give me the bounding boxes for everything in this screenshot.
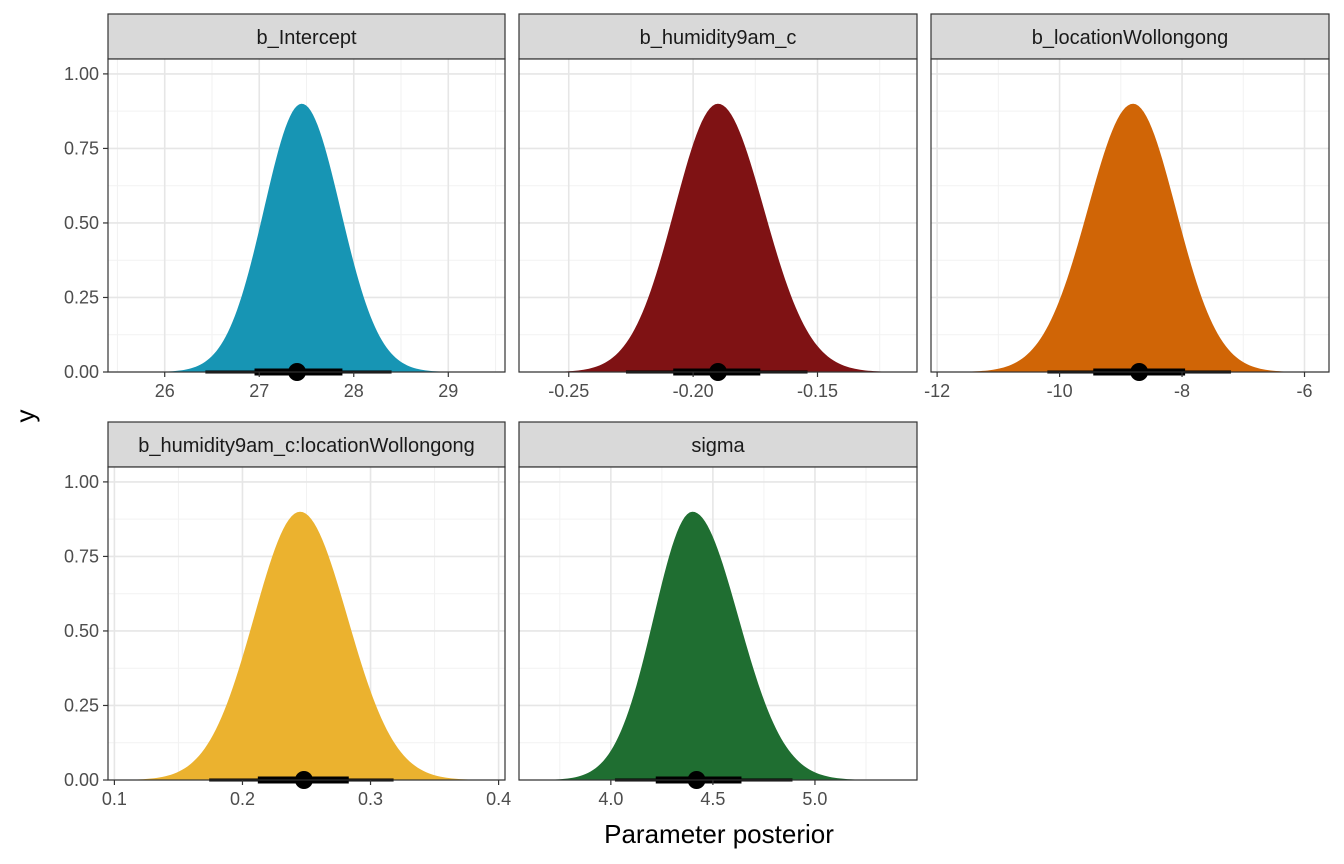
y-tick-label: 0.25 [64, 695, 99, 715]
x-tick-label: 27 [249, 381, 269, 401]
strip-background [107, 421, 506, 468]
density-area [142, 103, 465, 372]
strip-label: b_locationWollongong [1032, 27, 1228, 49]
facet-panel: b_humidity9am_c -0.25 -0.20 -0.15 [518, 13, 918, 401]
strip-label: sigma [691, 435, 745, 457]
x-tick-label: 5.0 [802, 789, 827, 809]
y-tick-label: 0.50 [64, 213, 99, 233]
y-axis-title: y [10, 410, 40, 423]
facet-panel: sigma 4.0 4.5 5.0 [518, 421, 918, 809]
strip-background [518, 421, 918, 468]
y-tick-label: 0.25 [64, 287, 99, 307]
x-axis-title: Parameter posterior [604, 819, 834, 849]
strip-label: b_humidity9am_c [640, 27, 797, 49]
y-tick-label: 0.00 [64, 770, 99, 790]
panel-border [930, 58, 1330, 373]
density-area [942, 103, 1314, 372]
strip-background [107, 13, 506, 60]
x-tick-label: 0.4 [486, 789, 511, 809]
strip-label: b_Intercept [256, 27, 357, 49]
facet-panel: b_Intercept 26 27 28 29 0.00 0.25 0.50 0.75 1.00 [64, 13, 506, 401]
x-tick-label: -12 [924, 381, 950, 401]
density-area [106, 511, 500, 780]
y-tick-label: 0.00 [64, 362, 99, 382]
density-area [535, 103, 912, 372]
panel-border [518, 58, 918, 373]
x-tick-label: -8 [1174, 381, 1190, 401]
x-tick-label: 26 [155, 381, 175, 401]
x-tick-label: 28 [344, 381, 364, 401]
y-tick-label: 0.50 [64, 621, 99, 641]
y-tick-label: 0.75 [64, 546, 99, 566]
x-tick-label: -10 [1047, 381, 1073, 401]
density-area [529, 511, 886, 780]
panel-border [107, 466, 506, 781]
facet-panel: b_humidity9am_c:locationWollongong 0.1 0.2… [64, 421, 511, 809]
strip-label: b_humidity9am_c:locationWollongong [138, 435, 475, 457]
x-tick-label: 4.0 [598, 789, 623, 809]
panel-border [518, 466, 918, 781]
y-tick-label: 1.00 [64, 472, 99, 492]
x-tick-label: 0.2 [230, 789, 255, 809]
strip-background [518, 13, 918, 60]
y-tick-label: 1.00 [64, 64, 99, 84]
x-tick-label: -0.25 [548, 381, 589, 401]
x-tick-label: -0.20 [673, 381, 714, 401]
x-tick-label: 0.3 [358, 789, 383, 809]
x-tick-label: -6 [1296, 381, 1312, 401]
facet-panel: b_locationWollongong -12 -10 -8 -6 [924, 13, 1330, 401]
x-tick-label: -0.15 [797, 381, 838, 401]
x-tick-label: 4.5 [700, 789, 725, 809]
x-tick-label: 29 [438, 381, 458, 401]
x-tick-label: 0.1 [102, 789, 127, 809]
y-tick-label: 0.75 [64, 138, 99, 158]
panel-border [107, 58, 506, 373]
